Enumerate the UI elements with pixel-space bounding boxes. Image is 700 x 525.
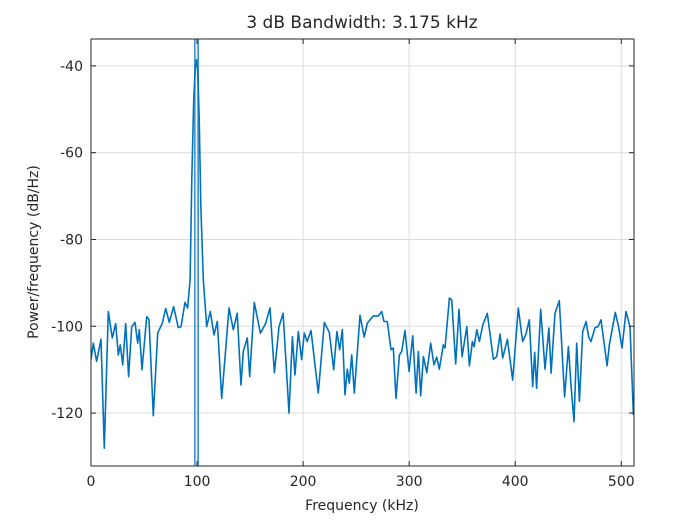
y-axis-label: Power/frequency (dB/Hz) [26,165,42,339]
x-axis-label: Frequency (kHz) [305,498,419,514]
y-tick-label: -80 [60,232,83,248]
axes-box [90,38,635,467]
x-tick-label: 100 [184,474,211,490]
y-tick-label: -60 [60,146,83,162]
plot-area [91,39,634,466]
y-tick-label: -100 [51,319,83,335]
series-layer [91,39,634,466]
x-tick-label: 200 [290,474,317,490]
y-tick-label: -40 [60,59,83,75]
x-tick-label: 300 [396,474,423,490]
x-tick-label: 500 [608,474,635,490]
y-tick-label: -120 [51,406,83,422]
x-tick-label: 400 [502,474,529,490]
chart-title: 3 dB Bandwidth: 3.175 kHz [246,13,477,33]
psd-line [91,59,634,449]
ticks: 0 100 200 300 400 500 -120 -100 -80 -60 -40 [51,39,635,490]
x-tick-label: 0 [87,474,96,490]
